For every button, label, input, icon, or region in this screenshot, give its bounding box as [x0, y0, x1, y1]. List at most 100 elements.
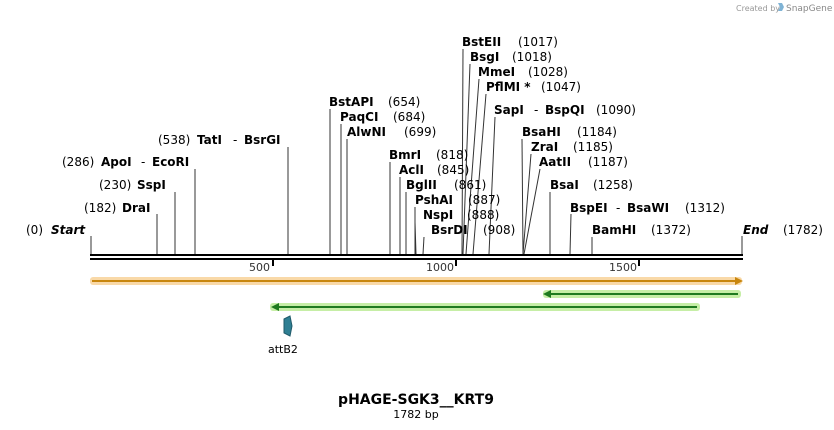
site-name: PshAI [415, 193, 453, 207]
site-acli[interactable]: AclI (845) [399, 163, 469, 177]
site-drai[interactable]: (182) DraI [84, 201, 150, 215]
site-name: BsaHI [522, 125, 561, 139]
site-name: BglII [406, 178, 437, 192]
site-alwni[interactable]: AlwNI (699) [347, 125, 436, 139]
site-name: NspI [423, 208, 453, 222]
site-bsahi[interactable]: BsaHI (1184) [522, 125, 617, 139]
site-pos: (887) [468, 193, 500, 207]
site-bstapi[interactable]: BstAPI (654) [329, 95, 420, 109]
site-nspi[interactable]: NspI (888) [423, 208, 499, 222]
site-pos: (1258) [593, 178, 633, 192]
site-name: AatII [539, 155, 571, 169]
site-pos: (908) [483, 223, 515, 237]
site-pos: (1184) [577, 125, 617, 139]
site-name: BmrI [389, 148, 421, 162]
site-pos: (1017) [518, 35, 558, 49]
site-pshai[interactable]: PshAI (887) [415, 193, 500, 207]
site-pos: (699) [404, 125, 436, 139]
site-name: BstEII [462, 35, 501, 49]
site-pos: (1047) [541, 80, 581, 94]
site-name: BsaI [550, 178, 579, 192]
site-pos: (286) [62, 155, 94, 169]
site-pos: (654) [388, 95, 420, 109]
site-name: SspI [137, 178, 166, 192]
snapgene-logo-icon [778, 3, 784, 11]
attb2-feature-icon[interactable] [283, 315, 293, 337]
site-pos: (1185) [573, 140, 613, 154]
tick-1500: 1500 [609, 261, 637, 274]
site-bsteii[interactable]: BstEII (1017) [462, 35, 558, 49]
site-name: PflMI * [486, 80, 531, 94]
start-label: Start [51, 223, 86, 237]
tick-1000: 1000 [426, 261, 454, 274]
site-sep: - [616, 201, 620, 215]
site-pos: (684) [393, 110, 425, 124]
site-pos: (538) [158, 133, 190, 147]
site-pflmi[interactable]: PflMI * (1047) [486, 80, 581, 94]
site-pos: (845) [437, 163, 469, 177]
site-sspi[interactable]: (230) SspI [99, 178, 166, 192]
feature-orange-bar[interactable] [90, 277, 743, 285]
credit-brand: SnapGene [786, 4, 833, 14]
end-pos: (1782) [783, 223, 823, 237]
site-name: BsrDI [431, 223, 468, 237]
site-sep: - [141, 155, 145, 169]
feature-green-arrow-2[interactable] [270, 303, 700, 311]
site-name-2: BspQI [545, 103, 585, 117]
site-bmri[interactable]: BmrI (818) [389, 148, 468, 162]
site-name-2: EcoRI [152, 155, 189, 169]
site-pos: (230) [99, 178, 131, 192]
site-sep: - [534, 103, 538, 117]
site-pos: (182) [84, 201, 116, 215]
credit-prefix: Created by [736, 4, 780, 13]
site-zrai[interactable]: ZraI (1185) [531, 140, 613, 154]
site-bamhi[interactable]: BamHI (1372) [592, 223, 691, 237]
feature-green-arrow-1[interactable] [543, 290, 741, 298]
site-name: AclI [399, 163, 424, 177]
attb2-label: attB2 [268, 343, 298, 356]
site-name: ApoI [101, 155, 132, 169]
site-paqci[interactable]: PaqCI (684) [340, 110, 425, 124]
site-bspei-bsawi[interactable]: BspEI - BsaWI (1312) [570, 201, 725, 215]
site-aatii[interactable]: AatII (1187) [539, 155, 628, 169]
site-apoi-ecori[interactable]: (286) ApoI - EcoRI [62, 155, 189, 169]
end-label: End [743, 223, 769, 237]
site-pos: (1372) [651, 223, 691, 237]
site-name-2: BsaWI [627, 201, 669, 215]
site-sapi-bspqi[interactable]: SapI - BspQI (1090) [494, 103, 636, 117]
ruler-ticks [272, 259, 640, 266]
site-bsgi[interactable]: BsgI (1018) [470, 50, 552, 64]
site-name: BspEI [570, 201, 608, 215]
site-bsrdi[interactable]: BsrDI (908) [431, 223, 515, 237]
site-bglii[interactable]: BglII (861) [406, 178, 486, 192]
site-tati-bsrgi[interactable]: (538) TatI - BsrGI [158, 133, 281, 147]
site-pos: (1090) [596, 103, 636, 117]
site-bsai[interactable]: BsaI (1258) [550, 178, 633, 192]
plasmid-size: 1782 bp [393, 408, 438, 421]
site-pos: (1187) [588, 155, 628, 169]
site-name: BstAPI [329, 95, 374, 109]
site-pos: (861) [454, 178, 486, 192]
tick-500: 500 [249, 261, 270, 274]
site-sep: - [233, 133, 237, 147]
leader-lines [90, 48, 743, 255]
site-name: ZraI [531, 140, 558, 154]
site-pos: (1018) [512, 50, 552, 64]
site-mmei[interactable]: MmeI (1028) [478, 65, 568, 79]
site-name: BamHI [592, 223, 636, 237]
plasmid-title: pHAGE-SGK3__KRT9 [338, 392, 494, 408]
start-pos: (0) [26, 223, 43, 237]
site-name: AlwNI [347, 125, 386, 139]
site-pos: (888) [467, 208, 499, 222]
site-name: BsgI [470, 50, 499, 64]
site-pos: (818) [436, 148, 468, 162]
sequence-backbone [90, 254, 743, 260]
site-pos: (1028) [528, 65, 568, 79]
site-name: PaqCI [340, 110, 378, 124]
site-name-2: BsrGI [244, 133, 281, 147]
site-name: SapI [494, 103, 524, 117]
site-name: DraI [122, 201, 150, 215]
site-pos: (1312) [685, 201, 725, 215]
site-name: MmeI [478, 65, 515, 79]
